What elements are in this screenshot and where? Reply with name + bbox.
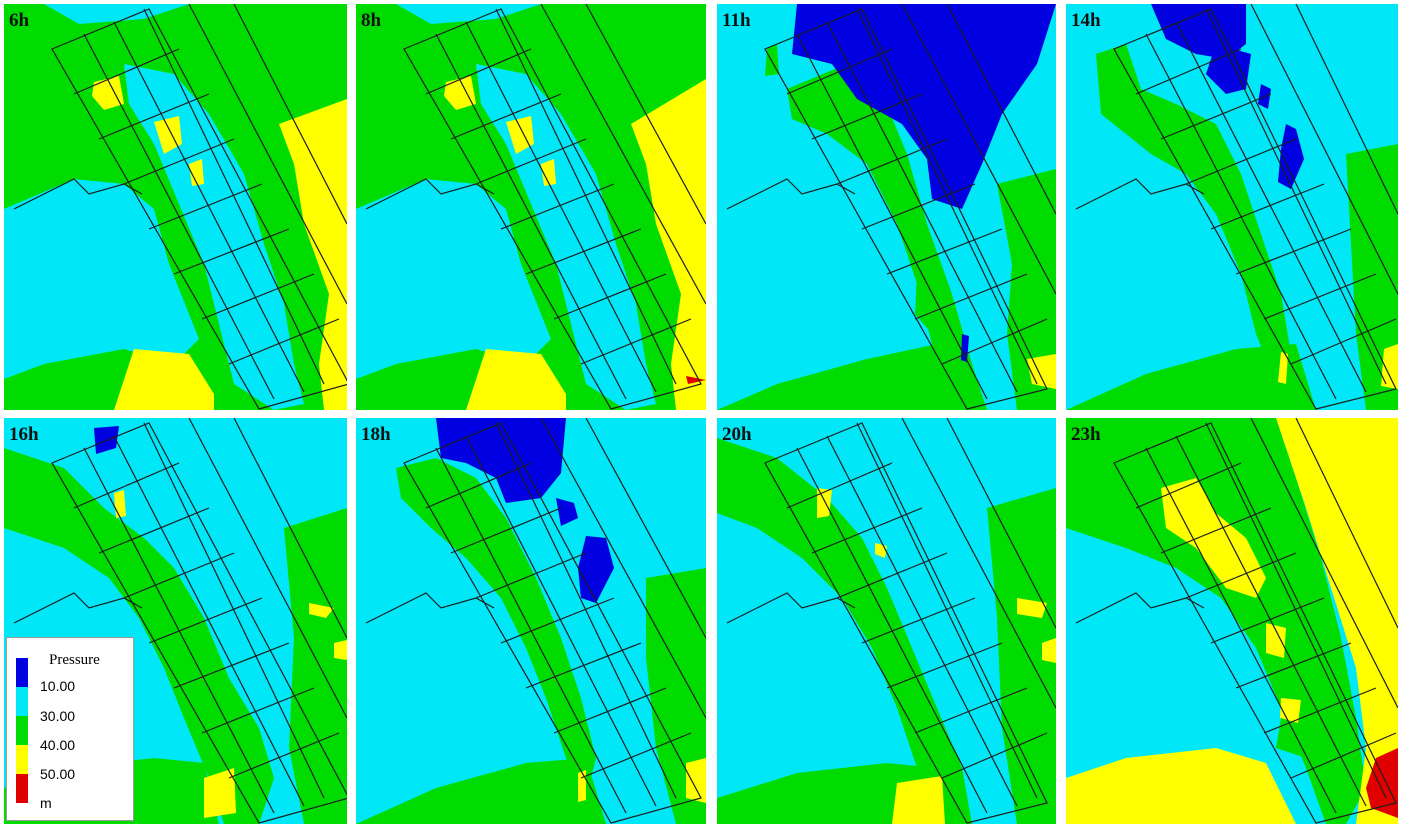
legend-threshold-label: 30.00 (40, 708, 76, 724)
legend-swatch-10-30 (16, 687, 28, 716)
pressure-map (356, 418, 706, 824)
legend-swatch-40-50 (16, 745, 28, 774)
legend-threshold-label: 40.00 (40, 737, 76, 753)
panel-time-label: 11h (722, 10, 751, 31)
legend-swatch-below-10 (16, 658, 28, 687)
panel-time-label: 20h (722, 424, 752, 445)
pressure-map (717, 418, 1056, 824)
panel-time-label: 16h (9, 424, 39, 445)
legend-threshold-label: 50.00 (40, 766, 76, 782)
legend-unit-label: m (40, 795, 52, 811)
legend-swatch-above-50 (16, 774, 28, 803)
map-panel-23h: 23h (1066, 418, 1398, 824)
pressure-legend: Pressure 10.00 30.00 40.00 50.00 m (6, 637, 134, 821)
map-panel-11h: 11h (717, 4, 1056, 410)
pressure-map (1066, 418, 1398, 824)
legend-swatch-30-40 (16, 716, 28, 745)
panel-time-label: 18h (361, 424, 391, 445)
map-panel-18h: 18h (356, 418, 706, 824)
map-panel-8h: 8h (356, 4, 706, 410)
panel-time-label: 6h (9, 10, 30, 31)
legend-threshold-label: 10.00 (40, 678, 76, 694)
map-panel-6h: 6h (4, 4, 347, 410)
legend-title: Pressure (49, 652, 100, 668)
pressure-map (356, 4, 706, 410)
map-panel-14h: 14h (1066, 4, 1398, 410)
panel-time-label: 14h (1071, 10, 1101, 31)
pressure-map (4, 4, 347, 410)
legend-color-bar (16, 658, 28, 803)
panel-time-label: 23h (1071, 424, 1101, 445)
pressure-map (717, 4, 1056, 410)
map-panel-20h: 20h (717, 418, 1056, 824)
pressure-map (1066, 4, 1398, 410)
panel-time-label: 8h (361, 10, 382, 31)
